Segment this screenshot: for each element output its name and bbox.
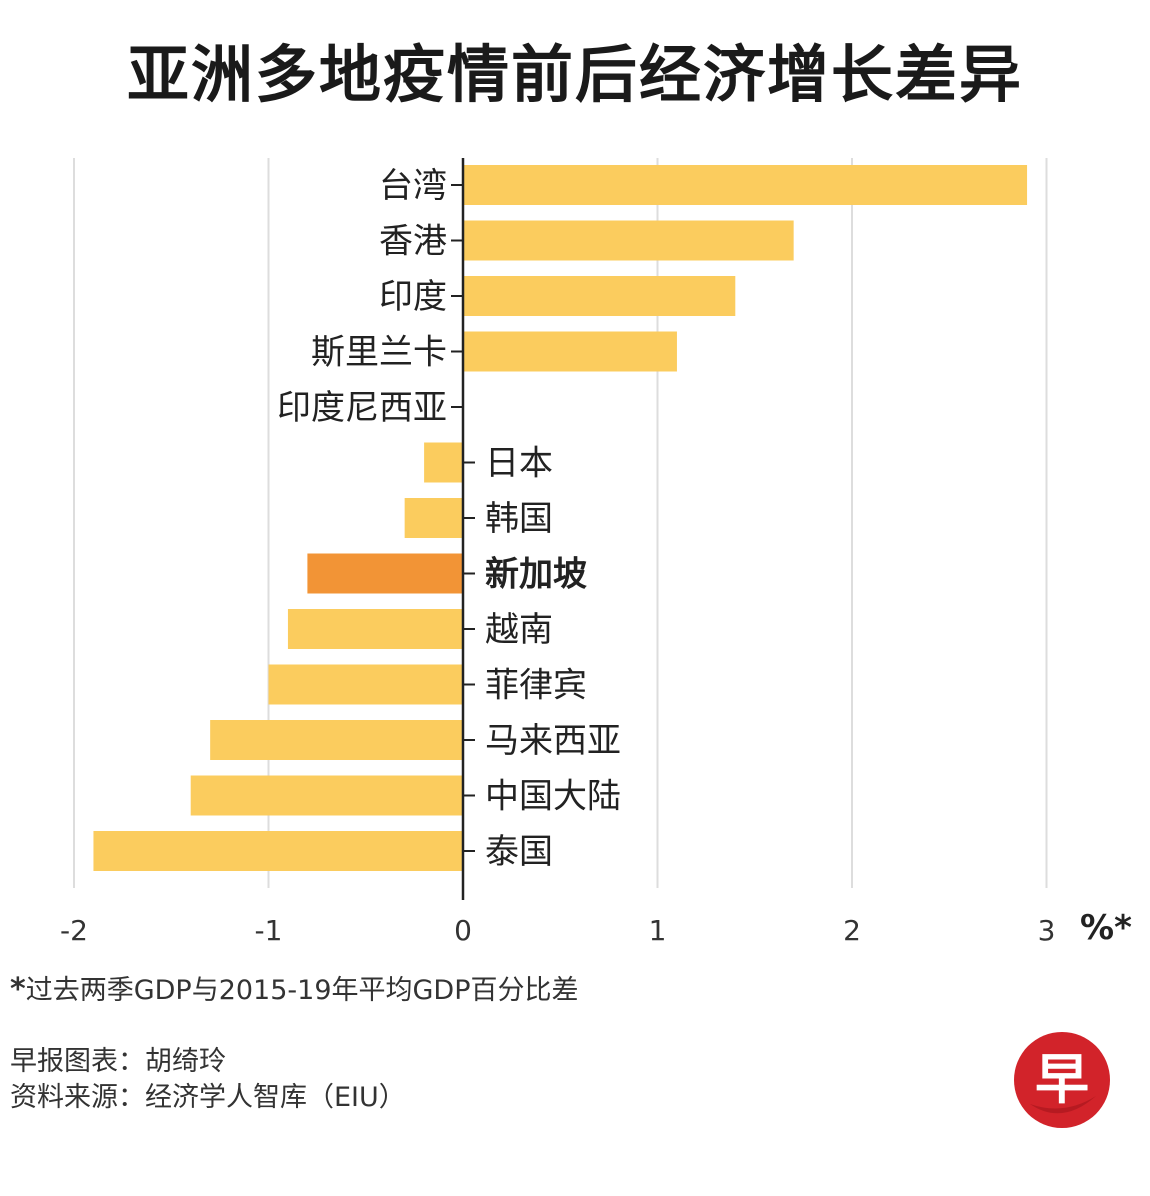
footnote: *过去两季GDP与2015-19年平均GDP百分比差 — [10, 968, 579, 1007]
bar-13 — [93, 831, 463, 871]
bar-10 — [268, 664, 463, 705]
x-tick-label: 0 — [454, 914, 472, 947]
bar-12 — [190, 775, 463, 816]
bar-1 — [463, 165, 1028, 205]
bar-2 — [463, 220, 794, 261]
bar-6 — [424, 442, 463, 483]
axis-unit-label: %* — [1080, 908, 1132, 948]
category-label: 香港 — [379, 222, 447, 262]
category-label: 斯里兰卡 — [311, 333, 447, 373]
bar-9 — [287, 609, 463, 649]
bar-11 — [210, 720, 463, 760]
x-tick-label: -1 — [255, 914, 283, 947]
chart-credit: 早报图表：胡绮玲 — [10, 1046, 226, 1077]
svg-text:早: 早 — [1035, 1048, 1089, 1111]
category-label: 日本 — [485, 444, 553, 484]
category-label: 印度尼西亚 — [277, 388, 447, 428]
bar-7 — [404, 498, 463, 538]
category-label: 中国大陆 — [485, 777, 621, 817]
category-label: 台湾 — [379, 166, 447, 206]
category-label: 越南 — [485, 610, 553, 650]
category-label: 菲律宾 — [485, 666, 587, 706]
category-label: 韩国 — [485, 499, 553, 539]
chart-title: 亚洲多地疫情前后经济增长差异 — [126, 38, 1023, 111]
footnote-marker: * — [10, 972, 26, 1007]
data-source: 资料来源：经济学人智库（EIU） — [10, 1082, 406, 1113]
x-tick-label: 1 — [649, 914, 667, 947]
x-tick-label: 2 — [843, 914, 861, 947]
bar-chart: -2 -1 0 1 2 3 台湾香港印度斯里兰卡印度尼西亚日本韩国新加坡越南菲律宾马来西亚中… — [60, 158, 1056, 947]
x-tick-label: 3 — [1038, 914, 1056, 947]
x-tick-label: -2 — [60, 914, 88, 947]
bar-3 — [463, 276, 736, 316]
footnote-text: 过去两季GDP与2015-19年平均GDP百分比差 — [25, 975, 579, 1006]
bar-4 — [463, 331, 677, 372]
category-label: 泰国 — [485, 832, 553, 872]
category-label: 印度 — [379, 277, 447, 317]
zaobao-logo-icon: 早 — [1014, 1032, 1110, 1128]
category-label: 马来西亚 — [485, 721, 621, 761]
credits: 早报图表：胡绮玲 资料来源：经济学人智库（EIU） — [10, 1044, 406, 1116]
bar-8 — [307, 553, 463, 594]
category-label: 新加坡 — [485, 555, 587, 595]
